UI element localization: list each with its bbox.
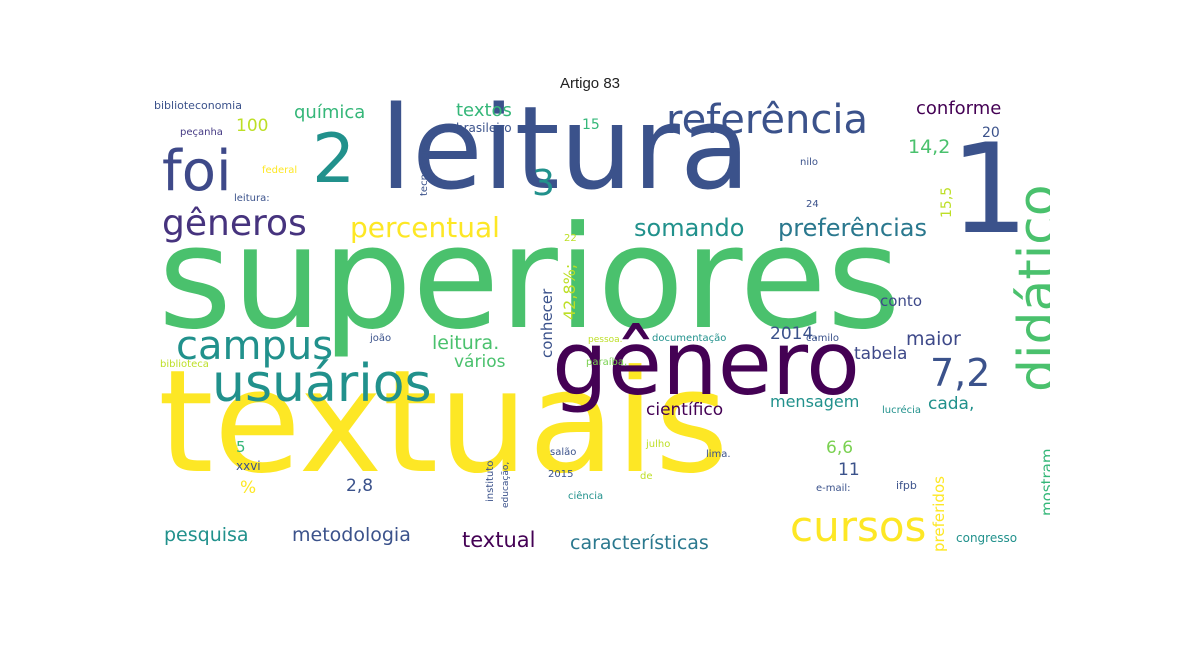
word-camilo: camilo	[806, 333, 840, 344]
word-campus: campus	[176, 323, 334, 369]
word-didatico: didático	[1008, 184, 1050, 392]
word-ifpb: ifpb	[896, 479, 917, 492]
word-documentacao: documentação	[652, 333, 727, 344]
word-federal: federal	[262, 165, 298, 176]
word-100: 100	[236, 116, 269, 136]
word-42-8: 42,8%;	[560, 263, 579, 320]
word-2: 2	[312, 120, 356, 199]
word-lima: lima.	[706, 449, 731, 460]
word-xxvi: xxvi	[236, 459, 261, 473]
word-cursos: cursos	[790, 502, 927, 551]
word-genero: gênero	[552, 312, 860, 415]
word-pesquisa: pesquisa	[164, 524, 249, 546]
word-15-5: 15,5	[939, 186, 955, 218]
word-15: 15	[582, 117, 600, 133]
word-generos: gêneros	[162, 203, 307, 244]
word-mensagem: mensagem	[770, 392, 860, 411]
word-conto: conto	[880, 292, 922, 310]
word-cada: cada,	[928, 394, 975, 414]
word-22: 22	[564, 233, 577, 244]
word-caracteristicas: características	[570, 532, 709, 554]
word-pessoa: pessoa.	[588, 335, 623, 345]
word-metodologia: metodologia	[292, 524, 411, 546]
word-pecanha: peçanha	[180, 127, 223, 138]
word-email: e-mail:	[816, 483, 851, 494]
word-conhecer: conhecer	[538, 288, 556, 358]
word-percent: %	[240, 478, 257, 498]
word-leitura: leitura	[380, 96, 751, 216]
word-lucrecia: lucrécia	[882, 405, 922, 416]
word-textuais: textuais	[158, 340, 729, 505]
word-2015: 2015	[548, 469, 574, 480]
word-nilo: nilo	[800, 157, 819, 168]
word-6-6: 6,6	[826, 438, 854, 458]
word-2014: 2014.	[770, 324, 819, 344]
word-1: 1	[950, 118, 1029, 262]
word-preferidos: preferidos	[930, 476, 948, 552]
word-7-2: 7,2	[930, 351, 991, 395]
word-varios: vários	[454, 352, 506, 372]
word-quimica: química	[294, 102, 366, 123]
word-3: 3	[532, 163, 555, 204]
word-somando: somando	[634, 214, 745, 242]
word-ciencia: ciência	[568, 491, 604, 502]
word-biblioteconomia: biblioteconomia	[154, 99, 242, 112]
chart-title: Artigo 83	[559, 75, 621, 92]
word-mostram: mostram	[1038, 448, 1050, 516]
word-maior: maior	[906, 328, 961, 350]
word-joao: joão	[370, 333, 392, 344]
word-leitura-dot: leitura.	[432, 332, 500, 354]
word-congresso: congresso	[956, 531, 1018, 545]
word-tabela: tabela	[854, 344, 908, 364]
word-instituto: instituto	[485, 460, 496, 502]
word-conforme: conforme	[916, 98, 1002, 119]
word-leitura-colon: leitura:	[234, 193, 270, 204]
word-tecnologia: tecnologia	[419, 143, 430, 196]
word-foi: foi	[162, 139, 232, 204]
word-textual: textual	[462, 528, 536, 552]
word-20: 20	[982, 125, 1000, 141]
word-11: 11	[838, 460, 860, 480]
word-educacao: educação,	[501, 461, 511, 508]
word-5: 5	[236, 438, 246, 456]
word-cientifico: científico	[646, 400, 724, 420]
word-preferencias: preferências	[778, 214, 927, 242]
word-referencia: referência	[666, 97, 869, 143]
word-superiores: superiores	[158, 196, 901, 361]
word-biblioteca: biblioteca	[160, 359, 209, 370]
word-brasileiro: brasileiro	[456, 121, 512, 135]
word-salao: salão	[550, 447, 577, 458]
word-textos: textos	[456, 100, 512, 121]
word-24: 24	[806, 199, 819, 210]
word-14-2: 14,2	[908, 136, 951, 158]
word-de: de	[640, 471, 653, 482]
word-percentual: percentual	[350, 211, 500, 244]
word-cloud: textuais superiores leitura gênero 1 did…	[150, 96, 1050, 562]
word-paraiba: paraíba,	[586, 357, 628, 368]
word-2-8: 2,8	[346, 476, 374, 496]
word-julho: julho	[646, 439, 671, 450]
word-usuarios: usuários	[212, 354, 432, 414]
